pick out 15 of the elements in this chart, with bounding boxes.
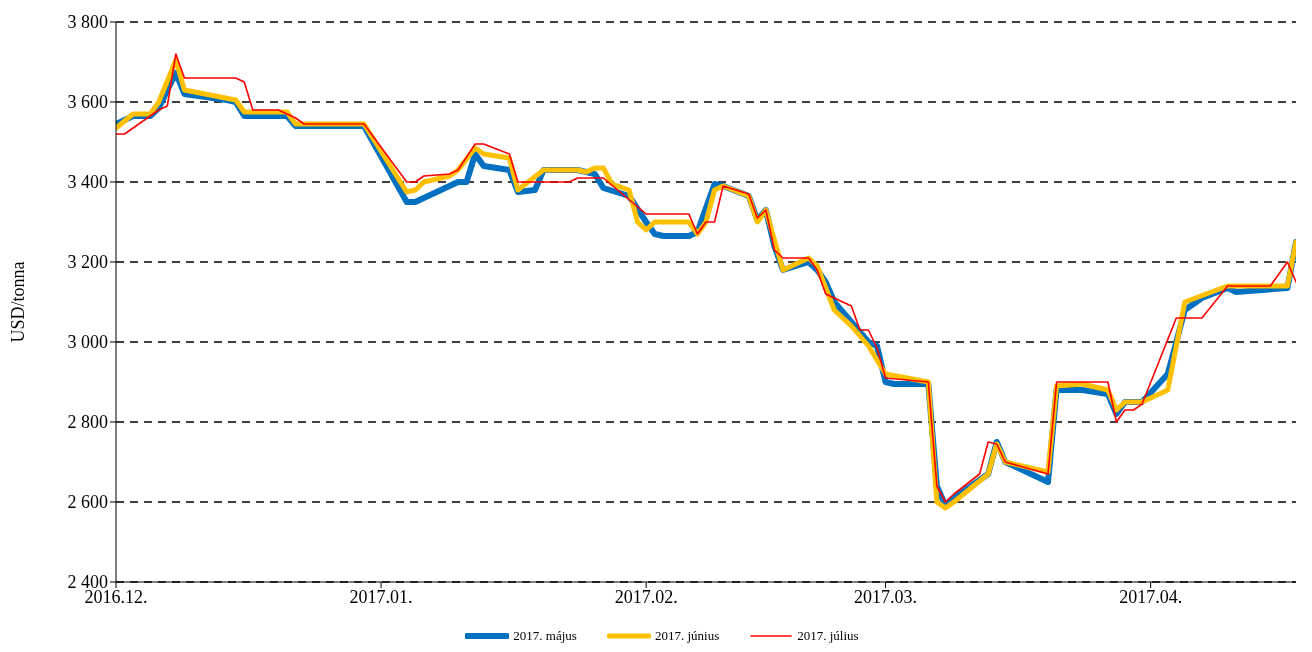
y-tick-label: 3 600 (67, 92, 108, 113)
legend-label: 2017. május (513, 628, 577, 644)
legend-label: 2017. június (654, 628, 720, 644)
y-axis-title: USD/tonna (8, 261, 29, 343)
x-tick-label: 2017.03. (854, 586, 918, 607)
y-tick-label: 3 400 (67, 172, 108, 193)
x-tick-label: 2017.02. (614, 586, 678, 607)
x-tick-label: 2017.01. (349, 586, 413, 607)
y-tick-label: 2 800 (67, 412, 108, 433)
y-tick-label: 3 200 (67, 252, 108, 273)
y-tick-label: 2 600 (67, 492, 108, 513)
legend-label: 2017. július (797, 628, 859, 644)
x-tick-label: 2017.04. (1119, 586, 1183, 607)
y-tick-label: 3 000 (67, 332, 108, 353)
y-tick-label: 3 800 (67, 12, 108, 33)
